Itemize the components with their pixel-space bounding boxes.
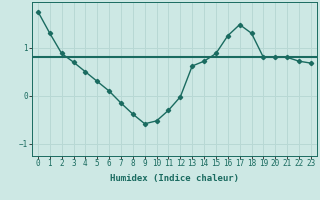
X-axis label: Humidex (Indice chaleur): Humidex (Indice chaleur) [110, 174, 239, 183]
